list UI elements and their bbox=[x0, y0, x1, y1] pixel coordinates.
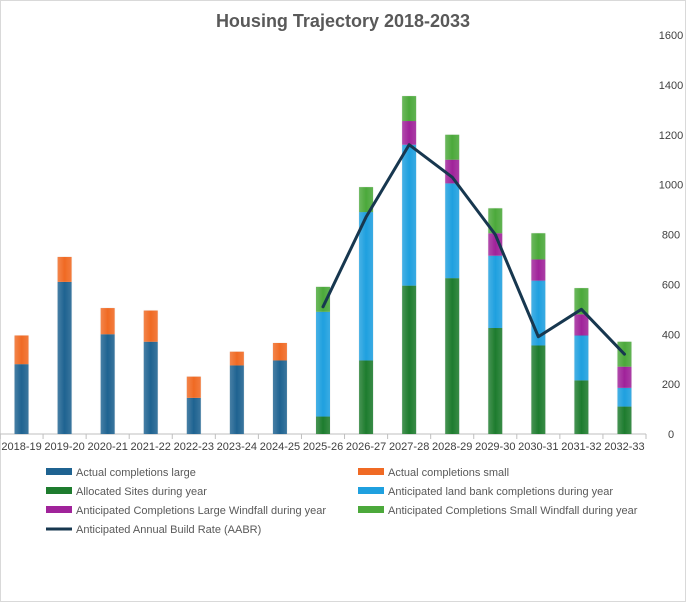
x-tick-label: 2031-32 bbox=[561, 441, 601, 453]
legend-label: Actual completions small bbox=[388, 467, 509, 479]
legend-label: Allocated Sites during year bbox=[76, 486, 207, 498]
bar-segment bbox=[229, 365, 244, 434]
chart-title: Housing Trajectory 2018-2033 bbox=[216, 11, 470, 31]
legend-label: Anticipated Completions Small Windfall d… bbox=[388, 505, 638, 517]
legend-label: Actual completions large bbox=[76, 467, 196, 479]
bar-segment bbox=[186, 376, 201, 398]
bar-segment bbox=[316, 286, 330, 312]
bar-segment bbox=[445, 278, 460, 434]
bar-segment bbox=[316, 311, 330, 417]
bar-segment bbox=[359, 187, 374, 213]
bar-segment bbox=[488, 255, 503, 329]
bar-segment bbox=[617, 387, 632, 407]
bar-segment bbox=[316, 416, 330, 434]
legend-swatch bbox=[358, 487, 384, 494]
x-tick-label: 2025-26 bbox=[303, 441, 343, 453]
y-tick-label: 800 bbox=[662, 230, 680, 242]
y-tick-label: 1200 bbox=[659, 130, 683, 142]
x-tick-label: 2032-33 bbox=[604, 441, 644, 453]
y-tick-label: 600 bbox=[662, 279, 680, 291]
bar-segment bbox=[100, 334, 115, 434]
bar-segment bbox=[488, 233, 503, 256]
x-tick-label: 2022-23 bbox=[174, 441, 214, 453]
x-tick-label: 2030-31 bbox=[518, 441, 558, 453]
bar-segment bbox=[359, 360, 374, 434]
bar-segment bbox=[359, 212, 374, 361]
bar-segment bbox=[402, 96, 417, 122]
legend-swatch bbox=[46, 487, 72, 494]
x-tick-label: 2020-21 bbox=[87, 441, 127, 453]
x-tick-label: 2029-30 bbox=[475, 441, 515, 453]
bar-segment bbox=[14, 364, 29, 434]
bar-segment bbox=[445, 134, 460, 160]
bars-layer bbox=[14, 96, 632, 434]
bar-segment bbox=[445, 183, 460, 279]
y-tick-label: 1400 bbox=[659, 80, 683, 92]
bar-segment bbox=[617, 366, 632, 388]
y-tick-label: 400 bbox=[662, 329, 680, 341]
bar-segment bbox=[229, 351, 244, 366]
legend-label: Anticipated Annual Build Rate (AABR) bbox=[76, 524, 261, 536]
bar-segment bbox=[57, 256, 72, 282]
bar-segment bbox=[272, 360, 287, 434]
bar-segment bbox=[100, 308, 115, 335]
bar-segment bbox=[402, 144, 417, 286]
legend-swatch bbox=[46, 468, 72, 475]
bar-segment bbox=[531, 345, 546, 434]
bar-segment bbox=[574, 335, 589, 381]
legend-label: Anticipated Completions Large Windfall d… bbox=[76, 505, 326, 517]
bar-segment bbox=[186, 397, 201, 434]
x-tick-label: 2023-24 bbox=[217, 441, 257, 453]
bar-segment bbox=[272, 342, 287, 361]
y-tick-label: 1000 bbox=[659, 180, 683, 192]
legend-swatch bbox=[358, 506, 384, 513]
bar-segment bbox=[574, 314, 589, 336]
bar-segment bbox=[488, 328, 503, 434]
bar-segment bbox=[402, 121, 417, 145]
x-tick-label: 2026-27 bbox=[346, 441, 386, 453]
bar-segment bbox=[531, 233, 546, 260]
x-tick-label: 2024-25 bbox=[260, 441, 300, 453]
x-tick-label: 2019-20 bbox=[44, 441, 84, 453]
y-tick-label: 1600 bbox=[659, 30, 683, 42]
bar-segment bbox=[531, 259, 546, 281]
legend: Actual completions large Actual completio… bbox=[46, 467, 638, 536]
y-tick-label: 200 bbox=[662, 379, 680, 391]
bar-segment bbox=[143, 341, 158, 434]
x-tick-label: 2018-19 bbox=[1, 441, 41, 453]
bar-segment bbox=[574, 380, 589, 434]
aabr-line bbox=[321, 143, 626, 356]
line-layer bbox=[321, 143, 626, 356]
legend-swatch bbox=[46, 506, 72, 513]
bar-segment bbox=[402, 285, 417, 434]
x-tick-label: 2028-29 bbox=[432, 441, 472, 453]
x-tick-label: 2027-28 bbox=[389, 441, 429, 453]
x-tick-label: 2021-22 bbox=[131, 441, 171, 453]
bar-segment bbox=[14, 335, 29, 365]
bar-segment bbox=[143, 310, 158, 342]
bar-segment bbox=[57, 281, 72, 434]
bar-segment bbox=[445, 159, 460, 184]
legend-swatch bbox=[358, 468, 384, 475]
bar-segment bbox=[488, 208, 503, 234]
y-tick-label: 0 bbox=[668, 429, 674, 441]
bar-segment bbox=[617, 406, 632, 434]
bar-segment bbox=[574, 288, 589, 315]
legend-label: Anticipated land bank completions during… bbox=[388, 486, 613, 498]
